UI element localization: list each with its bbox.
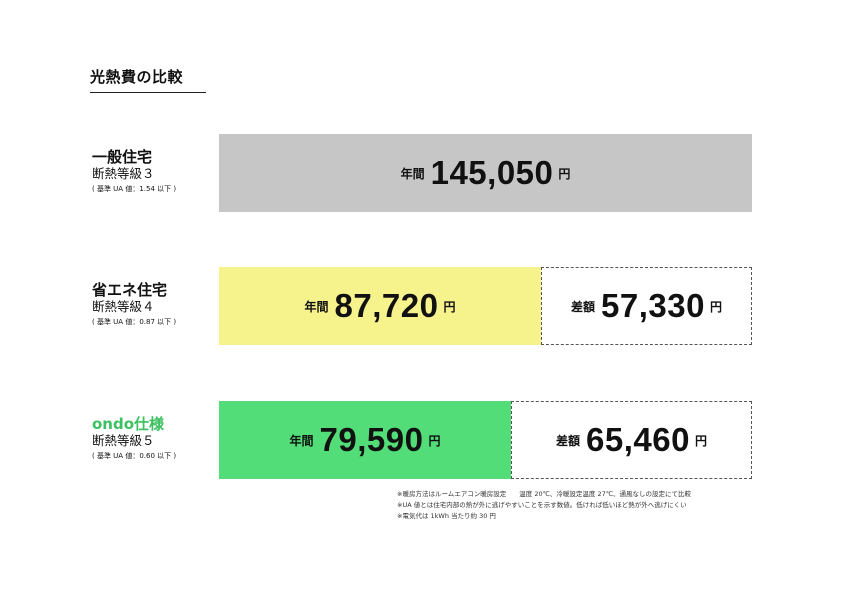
row-name: 省エネ住宅: [92, 281, 168, 299]
bar-row-ondo: 年間 79,590 円 差額 65,460 円: [219, 401, 752, 479]
row-label-standard: 一般住宅 断熱等級３ ( 基準 UA 値：1.54 以下 ): [92, 148, 176, 195]
page-title: 光熱費の比較: [90, 68, 184, 86]
yen-unit: 円: [428, 433, 441, 448]
difference-value: 65,460: [586, 421, 690, 458]
difference-label: 差額: [571, 299, 596, 314]
cost-bar: 年間 87,720 円: [219, 267, 541, 345]
difference-bar: 差額 57,330 円: [541, 267, 752, 345]
row-name: ondo仕様: [92, 415, 165, 433]
row-ua-value: ( 基準 UA 値：0.87 以下 ): [92, 318, 177, 326]
row-ua-value: ( 基準 UA 値：0.60 以下 ): [92, 452, 177, 460]
yen-unit: 円: [694, 433, 707, 448]
annual-label: 年間: [289, 433, 314, 448]
annual-cost-value: 145,050: [430, 154, 554, 191]
yen-unit: 円: [443, 299, 456, 314]
cost-bar: 年間 79,590 円: [219, 401, 511, 479]
annual-cost-value: 87,720: [334, 287, 439, 324]
row-label-ondo: ondo仕様 断熱等級５ ( 基準 UA 値：0.60 以下 ): [92, 415, 176, 462]
cost-bar: 年間 145,050 円: [219, 134, 752, 212]
row-grade: 断熱等級５: [92, 433, 155, 448]
footnotes: ※暖房方法はルームエアコン暖房設定 温度 20℃、冷暖設定温度 27℃、通風なし…: [397, 489, 691, 522]
row-grade: 断熱等級３: [92, 166, 155, 181]
yen-unit: 円: [558, 166, 571, 181]
bar-row-energy-saving: 年間 87,720 円 差額 57,330 円: [219, 267, 752, 345]
row-grade: 断熱等級４: [92, 299, 155, 314]
difference-label: 差額: [556, 433, 581, 448]
annual-label: 年間: [304, 299, 329, 314]
row-ua-value: ( 基準 UA 値：1.54 以下 ): [92, 185, 177, 193]
difference-value: 57,330: [601, 287, 705, 324]
bar-row-standard: 年間 145,050 円: [219, 134, 752, 212]
yen-unit: 円: [709, 299, 722, 314]
title-underline: [90, 92, 206, 93]
difference-bar: 差額 65,460 円: [511, 401, 752, 479]
row-name: 一般住宅: [92, 148, 153, 166]
footnote: ※UA 値とは住宅内部の熱が外に逃げやすいことを示す数値。低ければ低いほど熱が外…: [397, 501, 687, 509]
annual-label: 年間: [400, 166, 425, 181]
row-label-energy-saving: 省エネ住宅 断熱等級４ ( 基準 UA 値：0.87 以下 ): [92, 281, 176, 328]
footnote: ※電気代は 1kWh 当たり約 30 円: [397, 512, 496, 520]
footnote: ※暖房方法はルームエアコン暖房設定 温度 20℃、冷暖設定温度 27℃、通風なし…: [397, 490, 692, 498]
annual-cost-value: 79,590: [319, 421, 424, 458]
